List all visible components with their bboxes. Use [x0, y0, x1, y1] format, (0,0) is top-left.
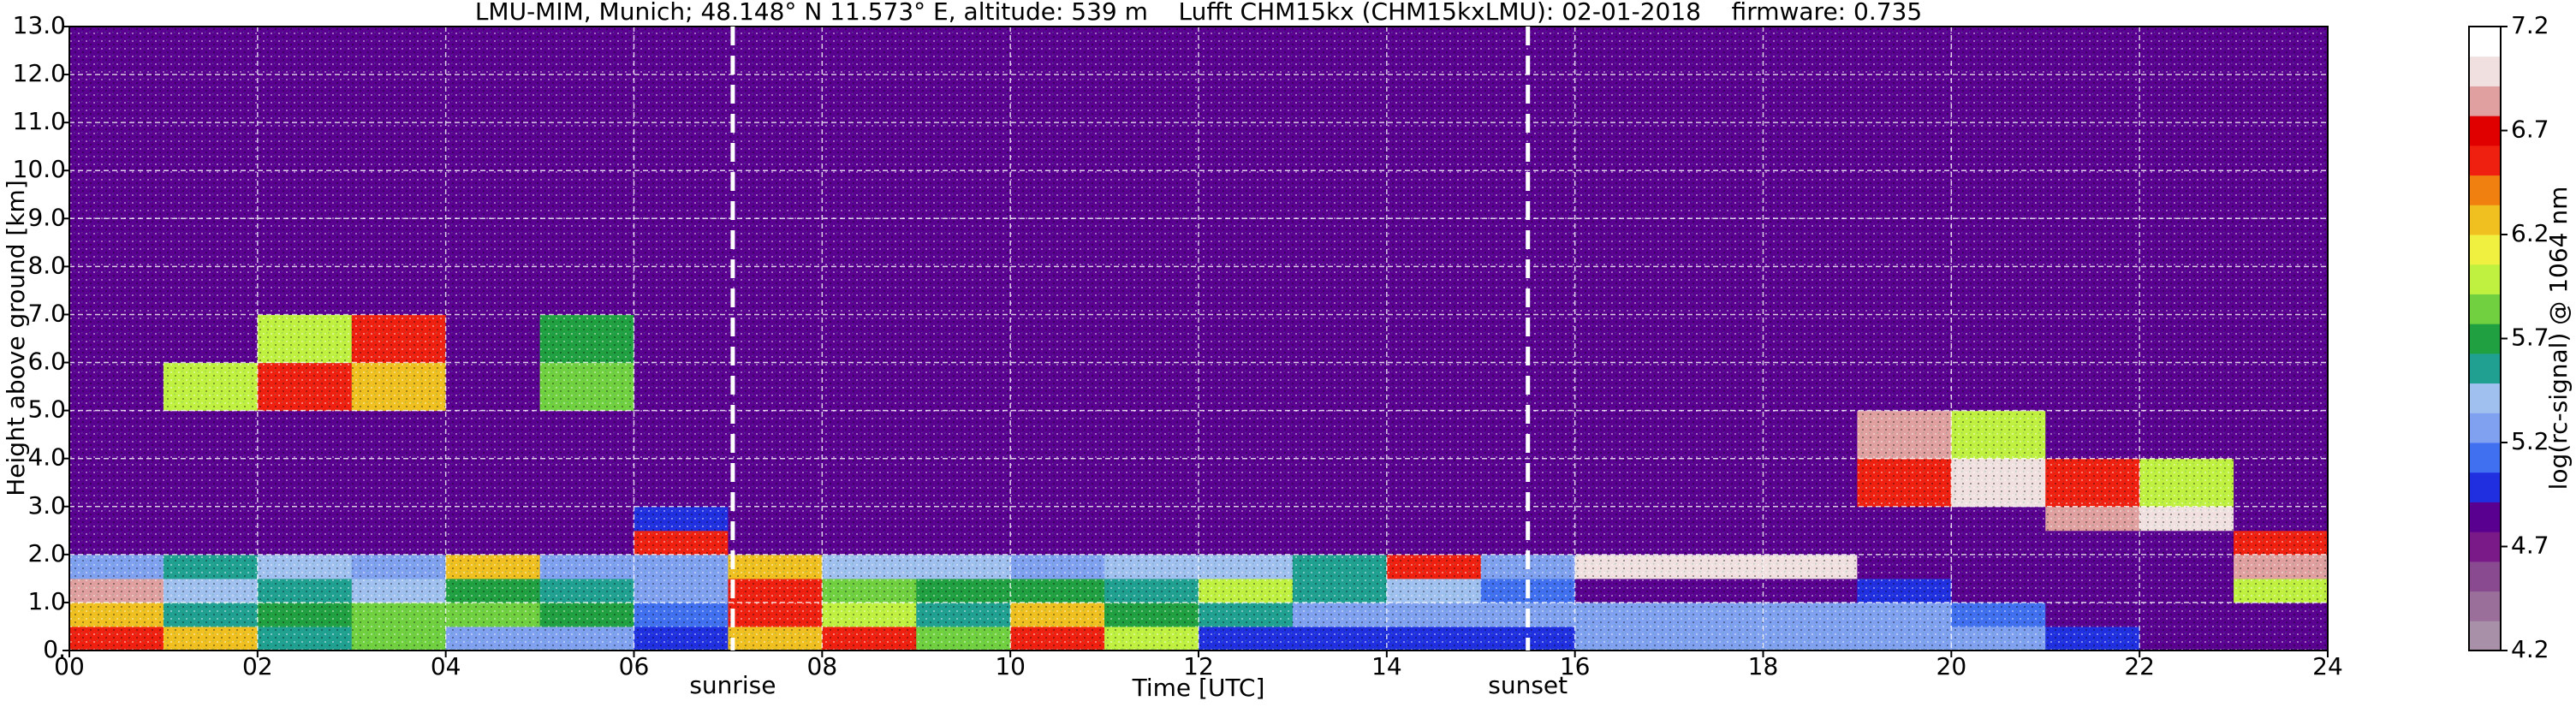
x-tick-label: 10 [995, 652, 1026, 680]
y-tick-label: 5.0 [27, 395, 66, 424]
colorbar-tick-label: 4.2 [2511, 635, 2549, 663]
colorbar-tick-label: 7.2 [2511, 11, 2549, 39]
colorbar-swatch [2469, 621, 2501, 651]
y-tick-label: 1.0 [27, 587, 66, 615]
x-tick-label: 00 [54, 652, 85, 680]
y-tick-label: 9.0 [27, 203, 66, 231]
colorbar-swatch [2469, 413, 2501, 443]
y-tick-label: 4.0 [27, 443, 66, 472]
x-tick-label: 04 [431, 652, 461, 680]
colorbar-swatch [2469, 175, 2501, 205]
colorbar-tick-label: 6.2 [2511, 219, 2549, 247]
marker-label: sunrise [689, 671, 776, 699]
colorbar-swatch [2469, 532, 2501, 562]
colorbar-swatch [2469, 443, 2501, 473]
colorbar-label: log(rc-signal) @ 1064 nm [2544, 187, 2573, 490]
colorbar-tick-label: 5.7 [2511, 324, 2549, 352]
colorbar-swatch [2469, 294, 2501, 324]
y-tick-label: 12.0 [13, 59, 66, 87]
x-tick-label: 08 [807, 652, 838, 680]
colorbar-swatch [2469, 56, 2501, 86]
colorbar-swatch [2469, 472, 2501, 502]
colorbar-swatch [2469, 27, 2501, 57]
colorbar-tick-label: 6.7 [2511, 116, 2549, 144]
colorbar-swatch [2469, 324, 2501, 354]
colorbar-swatch [2469, 145, 2501, 176]
colorbar-swatch [2469, 264, 2501, 294]
colorbar-swatch [2469, 591, 2501, 621]
colorbar-swatch [2469, 205, 2501, 235]
x-tick-label: 24 [2312, 652, 2343, 680]
y-tick-label: 7.0 [27, 299, 66, 327]
colorbar-tick-label: 4.7 [2511, 532, 2549, 560]
y-tick-label: 10.0 [13, 155, 66, 183]
colorbar-swatch [2469, 353, 2501, 384]
x-tick-label: 06 [619, 652, 650, 680]
x-axis-label: Time [UTC] [1132, 674, 1265, 702]
colorbar-swatch [2469, 235, 2501, 265]
colorbar-swatch [2469, 116, 2501, 146]
colorbar-tick-label: 5.2 [2511, 427, 2549, 455]
x-tick-label: 02 [242, 652, 273, 680]
x-tick-label: 18 [1748, 652, 1779, 680]
y-tick-label: 8.0 [27, 251, 66, 279]
colorbar-swatch [2469, 86, 2501, 116]
y-tick-label: 6.0 [27, 348, 66, 376]
x-tick-label: 22 [2124, 652, 2155, 680]
chart-title: LMU-MIM, Munich; 48.148° N 11.573° E, al… [475, 0, 1922, 26]
x-tick-label: 14 [1371, 652, 1402, 680]
colorbar-swatch [2469, 502, 2501, 532]
y-axis-label: Height above ground [km] [2, 180, 30, 496]
x-tick-label: 12 [1183, 652, 1214, 680]
colorbar-swatch [2469, 561, 2501, 592]
y-tick-label: 3.0 [27, 491, 66, 520]
colorbar-swatch [2469, 383, 2501, 413]
x-tick-label: 20 [1936, 652, 1967, 680]
y-tick-label: 2.0 [27, 539, 66, 567]
x-tick-label: 16 [1560, 652, 1591, 680]
y-tick-label: 0. [43, 635, 66, 663]
y-tick-label: 13.0 [13, 11, 66, 39]
marker-label: sunset [1488, 671, 1568, 699]
y-tick-label: 11.0 [13, 107, 66, 135]
